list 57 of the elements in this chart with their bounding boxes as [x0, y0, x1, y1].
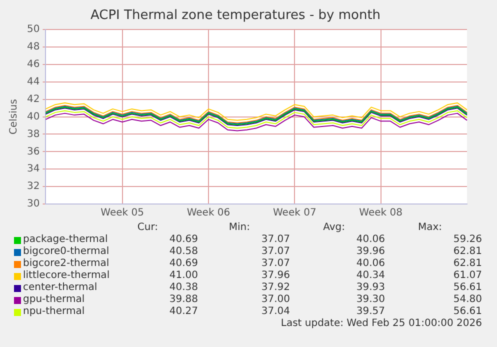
- text: Last update: Wed Feb 25 01:00:00 2026: [280, 318, 482, 330]
- legend-label: bigcore0-thermal: [23, 246, 110, 258]
- text: 40.69: [169, 258, 198, 270]
- y-tick-label: 38: [26, 128, 40, 140]
- y-tick-label: 30: [26, 198, 40, 210]
- legend-label: gpu-thermal: [23, 294, 85, 306]
- text: 62.81: [453, 246, 482, 258]
- text: 62.81: [453, 258, 482, 270]
- text: Max:: [418, 222, 442, 234]
- y-tick-label: 32: [26, 181, 40, 192]
- text: 39.96: [356, 246, 385, 258]
- x-tick-label: Week 06: [186, 208, 230, 219]
- text: 37.07: [261, 258, 290, 270]
- y-tick-label: 34: [26, 164, 40, 175]
- legend-label: npu-thermal: [23, 306, 85, 318]
- text: 59.26: [453, 234, 482, 246]
- text: 37.00: [261, 294, 290, 306]
- text: 39.57: [356, 306, 385, 318]
- text: 54.80: [453, 294, 482, 306]
- text: 56.61: [453, 306, 482, 318]
- text: 37.07: [261, 246, 290, 258]
- y-tick-label: 44: [26, 76, 40, 88]
- text: 56.61: [453, 282, 482, 294]
- text: Min:: [228, 222, 250, 234]
- x-tick-label: Week 05: [100, 208, 144, 219]
- text: 40.06: [356, 258, 385, 270]
- y-tick-label: 50: [26, 24, 40, 36]
- text: 61.07: [453, 270, 482, 282]
- text: 37.96: [261, 270, 290, 282]
- text: 39.30: [356, 294, 385, 306]
- text: 40.27: [169, 306, 198, 318]
- y-tick-label: 36: [26, 146, 40, 158]
- text: 37.07: [261, 234, 290, 246]
- y-tick-label: 42: [26, 94, 40, 105]
- text: 40.69: [169, 234, 198, 246]
- x-tick-label: Week 07: [273, 208, 316, 219]
- legend-label: package-thermal: [23, 234, 108, 246]
- text: 40.34: [356, 270, 385, 282]
- legend-label: bigcore2-thermal: [23, 258, 110, 270]
- y-tick-label: 46: [26, 59, 40, 70]
- y-tick-label: 48: [26, 42, 40, 53]
- text: 39.93: [356, 282, 385, 294]
- text: 41.00: [169, 270, 198, 282]
- chart-title: ACPI Thermal zone temperatures - by month: [90, 8, 381, 24]
- text: 37.92: [261, 282, 290, 294]
- text: 39.88: [169, 294, 198, 306]
- y-axis-title: Celsius: [8, 99, 20, 135]
- text: 40.58: [169, 246, 198, 258]
- x-tick-label: Week 08: [359, 208, 402, 219]
- legend-label: center-thermal: [23, 282, 98, 294]
- text: 40.38: [169, 282, 198, 294]
- y-tick-label: 40: [26, 111, 40, 122]
- text: 40.06: [356, 234, 385, 246]
- text: Avg:: [323, 222, 345, 234]
- text: Cur:: [137, 222, 158, 234]
- text: 37.04: [261, 306, 290, 318]
- legend-label: littlecore-thermal: [23, 270, 110, 282]
